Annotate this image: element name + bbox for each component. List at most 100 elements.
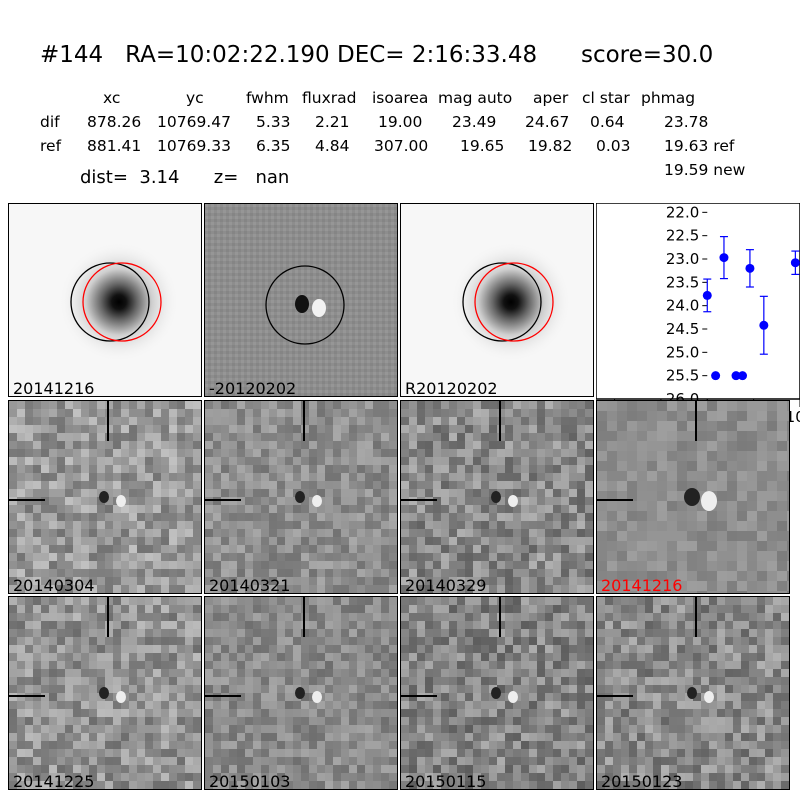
ref-aper: 19.82 bbox=[528, 137, 573, 155]
aperture-circle-old bbox=[70, 262, 150, 342]
crosshair-horizontal bbox=[205, 695, 241, 697]
stamp-label: 20141216 bbox=[601, 576, 683, 594]
ref-cl-star: 0.03 bbox=[596, 137, 631, 155]
noise-image bbox=[401, 401, 593, 593]
stamp-diff[interactable]: -20120202 bbox=[204, 203, 398, 397]
crosshair-vertical bbox=[695, 597, 697, 637]
stamp-label: 20150115 bbox=[405, 772, 487, 790]
crosshair-horizontal bbox=[9, 499, 45, 501]
dif-fluxrad: 2.21 bbox=[315, 113, 350, 131]
noise-image bbox=[9, 597, 201, 789]
crosshair-vertical bbox=[303, 597, 305, 637]
row-label-ref: ref bbox=[40, 137, 62, 155]
galaxy-image bbox=[9, 204, 201, 396]
crosshair-vertical bbox=[303, 401, 305, 441]
ref-xc: 881.41 bbox=[87, 137, 142, 155]
stamp-epoch[interactable]: 20150115 bbox=[400, 596, 594, 790]
dif-xc: 878.26 bbox=[87, 113, 142, 131]
stamp-epoch[interactable]: 20141216 bbox=[596, 400, 790, 594]
y-tick-label: 25.0 bbox=[666, 343, 699, 361]
galaxy-image bbox=[401, 204, 593, 396]
y-tick-label: 22.5 bbox=[666, 227, 699, 245]
aperture-circle-old bbox=[462, 262, 542, 342]
crosshair-vertical bbox=[107, 597, 109, 637]
stamp-label: 20150103 bbox=[209, 772, 291, 790]
noise-image bbox=[205, 597, 397, 789]
stamp-label: -20120202 bbox=[209, 379, 297, 397]
crosshair-horizontal bbox=[205, 499, 241, 501]
y-tick-label: 23.5 bbox=[666, 273, 699, 291]
aperture-circle-new bbox=[82, 262, 162, 342]
stamp-new[interactable]: 20141216 bbox=[8, 203, 202, 397]
noise-image bbox=[597, 401, 789, 593]
stamp-label: 20141225 bbox=[13, 772, 95, 790]
stamp-epoch[interactable]: 20140304 bbox=[8, 400, 202, 594]
col-header-fwhm: fwhm bbox=[246, 89, 289, 107]
dif-isoarea: 19.00 bbox=[378, 113, 423, 131]
stamp-label: R20120202 bbox=[405, 379, 498, 397]
noise-image bbox=[205, 204, 397, 396]
aperture-circle-new bbox=[474, 262, 554, 342]
stamp-ref[interactable]: R20120202 bbox=[400, 203, 594, 397]
y-tick-label: 24.0 bbox=[666, 297, 699, 315]
stamp-label: 20140329 bbox=[405, 576, 487, 594]
light-curve-chart[interactable]: 22.022.523.023.524.024.525.025.526.0-100… bbox=[596, 203, 800, 427]
y-tick-label: 23.0 bbox=[666, 250, 699, 268]
ref-mag-auto: 19.65 bbox=[460, 137, 505, 155]
noise-image bbox=[597, 597, 789, 789]
crosshair-horizontal bbox=[597, 695, 633, 697]
ref-fwhm: 6.35 bbox=[256, 137, 291, 155]
plot-frame bbox=[596, 203, 800, 400]
col-header-mag-auto: mag auto bbox=[438, 89, 513, 107]
col-header-fluxrad: fluxrad bbox=[302, 89, 357, 107]
col-header-yc: yc bbox=[186, 89, 204, 107]
col-header-isoarea: isoarea bbox=[372, 89, 429, 107]
ref-yc: 10769.33 bbox=[157, 137, 231, 155]
data-point bbox=[759, 320, 769, 330]
data-point bbox=[731, 371, 741, 381]
y-tick-label: 22.0 bbox=[666, 203, 699, 221]
stamp-epoch[interactable]: 20150123 bbox=[596, 596, 790, 790]
row-label-dif: dif bbox=[40, 113, 60, 131]
data-point bbox=[790, 258, 800, 268]
new-phmag: 19.59 new bbox=[664, 161, 746, 179]
noise-image bbox=[401, 597, 593, 789]
stamp-label: 20150123 bbox=[601, 772, 683, 790]
crosshair-horizontal bbox=[401, 499, 437, 501]
crosshair-horizontal bbox=[9, 695, 45, 697]
data-point bbox=[738, 371, 748, 381]
stamp-label: 20140321 bbox=[209, 576, 291, 594]
data-point bbox=[719, 253, 729, 263]
dif-aper: 24.67 bbox=[525, 113, 570, 131]
stamp-epoch[interactable]: 20150103 bbox=[204, 596, 398, 790]
y-tick-label: 24.5 bbox=[666, 320, 699, 338]
dif-mag-auto: 23.49 bbox=[452, 113, 497, 131]
data-point bbox=[702, 290, 712, 300]
stamp-epoch[interactable]: 20141225 bbox=[8, 596, 202, 790]
dif-cl-star: 0.64 bbox=[590, 113, 625, 131]
stamp-epoch[interactable]: 20140321 bbox=[204, 400, 398, 594]
stamp-label: 20140304 bbox=[13, 576, 95, 594]
noise-image bbox=[9, 401, 201, 593]
ref-phmag: 19.63 ref bbox=[664, 137, 735, 155]
crosshair-vertical bbox=[499, 401, 501, 441]
aperture-circle bbox=[265, 265, 345, 345]
ref-isoarea: 307.00 bbox=[374, 137, 429, 155]
dif-fwhm: 5.33 bbox=[256, 113, 291, 131]
dist-redshift-line: dist= 3.14 z= nan bbox=[80, 167, 290, 188]
crosshair-horizontal bbox=[401, 695, 437, 697]
data-point bbox=[745, 263, 755, 273]
stamp-epoch[interactable]: 20140329 bbox=[400, 400, 594, 594]
data-point bbox=[711, 371, 721, 381]
y-tick-label: 25.5 bbox=[666, 367, 699, 385]
dif-yc: 10769.47 bbox=[157, 113, 231, 131]
crosshair-vertical bbox=[499, 597, 501, 637]
col-header-cl-star: cl star bbox=[582, 89, 630, 107]
crosshair-vertical bbox=[695, 401, 697, 441]
dif-phmag: 23.78 bbox=[664, 113, 709, 131]
stamp-label: 20141216 bbox=[13, 379, 95, 397]
col-header-phmag: phmag bbox=[641, 89, 696, 107]
crosshair-vertical bbox=[107, 401, 109, 441]
ref-fluxrad: 4.84 bbox=[315, 137, 350, 155]
col-header-aper: aper bbox=[533, 89, 569, 107]
